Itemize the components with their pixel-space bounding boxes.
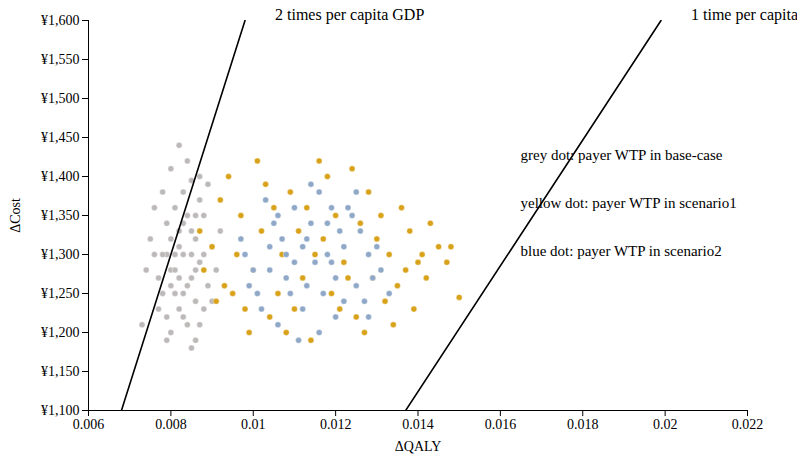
svg-text:¥1,200: ¥1,200 (41, 325, 80, 340)
svg-text:¥1,250: ¥1,250 (41, 286, 80, 301)
svg-text:yellow dot: payer WTP in scena: yellow dot: payer WTP in scenario1 (521, 195, 737, 211)
svg-text:¥1,100: ¥1,100 (41, 403, 80, 418)
svg-text:0.01: 0.01 (241, 417, 266, 432)
svg-text:¥1,350: ¥1,350 (41, 208, 80, 223)
svg-text:ΔCost: ΔCost (8, 198, 23, 233)
svg-text:¥1,500: ¥1,500 (41, 91, 80, 106)
svg-text:¥1,300: ¥1,300 (41, 247, 80, 262)
svg-text:0.006: 0.006 (73, 417, 105, 432)
svg-text:0.02: 0.02 (653, 417, 678, 432)
svg-text:0.016: 0.016 (485, 417, 517, 432)
svg-text:0.022: 0.022 (732, 417, 764, 432)
svg-text:0.008: 0.008 (155, 417, 187, 432)
svg-text:0.014: 0.014 (402, 417, 434, 432)
svg-text:grey dot: payer WTP in base-ca: grey dot: payer WTP in base-case (521, 147, 723, 163)
svg-text:0.018: 0.018 (567, 417, 599, 432)
svg-text:¥1,550: ¥1,550 (41, 52, 80, 67)
svg-text:¥1,450: ¥1,450 (41, 130, 80, 145)
svg-text:2 times per capita GDP: 2 times per capita GDP (275, 6, 424, 24)
svg-text:blue dot: payer WTP in scenari: blue dot: payer WTP in scenario2 (521, 243, 722, 259)
svg-text:¥1,400: ¥1,400 (41, 169, 80, 184)
svg-text:ΔQALY: ΔQALY (395, 439, 441, 454)
svg-text:¥1,150: ¥1,150 (41, 364, 80, 379)
svg-text:¥1,600: ¥1,600 (41, 13, 80, 28)
svg-text:1 time per capita GDP: 1 time per capita GDP (691, 6, 797, 24)
svg-text:0.012: 0.012 (320, 417, 352, 432)
